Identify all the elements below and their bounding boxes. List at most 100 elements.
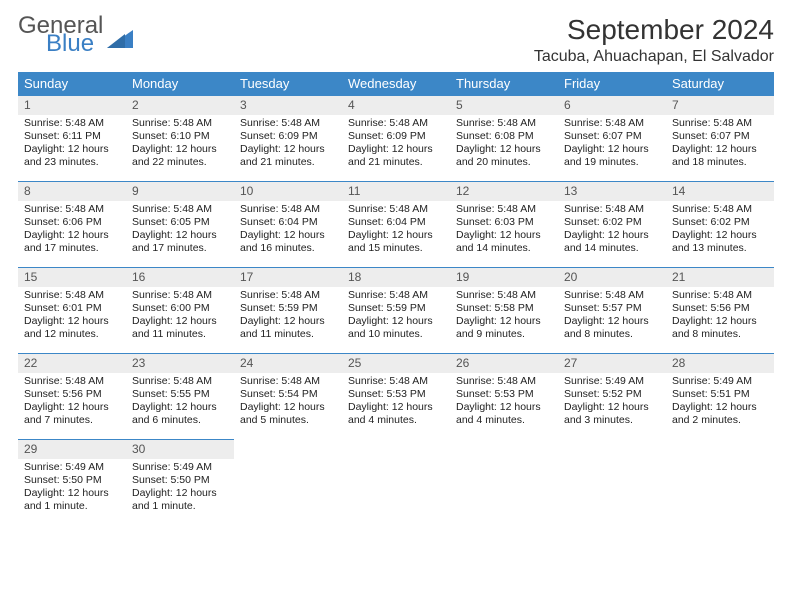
day-header: Monday xyxy=(126,72,234,95)
page-title: September 2024 xyxy=(534,14,774,46)
day-number: 19 xyxy=(450,267,558,287)
day-number: 16 xyxy=(126,267,234,287)
logo-text: General Blue xyxy=(18,14,103,56)
day-number: 4 xyxy=(342,95,450,115)
day-number: 13 xyxy=(558,181,666,201)
day-number: 21 xyxy=(666,267,774,287)
calendar-cell: 9Sunrise: 5:48 AMSunset: 6:05 PMDaylight… xyxy=(126,181,234,267)
sunset-text: Sunset: 5:52 PM xyxy=(564,388,660,401)
daylight-text-1: Daylight: 12 hours xyxy=(132,315,228,328)
daylight-text-2: and 21 minutes. xyxy=(240,156,336,169)
day-body: Sunrise: 5:48 AMSunset: 5:54 PMDaylight:… xyxy=(234,373,342,432)
daylight-text-1: Daylight: 12 hours xyxy=(24,401,120,414)
sunset-text: Sunset: 5:56 PM xyxy=(672,302,768,315)
sunrise-text: Sunrise: 5:48 AM xyxy=(348,375,444,388)
daylight-text-2: and 23 minutes. xyxy=(24,156,120,169)
sunset-text: Sunset: 6:05 PM xyxy=(132,216,228,229)
page-header: General Blue September 2024 Tacuba, Ahua… xyxy=(18,14,774,66)
day-number: 15 xyxy=(18,267,126,287)
sunrise-text: Sunrise: 5:48 AM xyxy=(564,203,660,216)
daylight-text-2: and 8 minutes. xyxy=(564,328,660,341)
day-body: Sunrise: 5:48 AMSunset: 6:01 PMDaylight:… xyxy=(18,287,126,346)
day-body: Sunrise: 5:48 AMSunset: 6:07 PMDaylight:… xyxy=(558,115,666,174)
day-body: Sunrise: 5:48 AMSunset: 6:05 PMDaylight:… xyxy=(126,201,234,260)
daylight-text-2: and 14 minutes. xyxy=(564,242,660,255)
daylight-text-2: and 17 minutes. xyxy=(24,242,120,255)
daylight-text-1: Daylight: 12 hours xyxy=(348,143,444,156)
calendar-row: 15Sunrise: 5:48 AMSunset: 6:01 PMDayligh… xyxy=(18,267,774,353)
calendar-cell: 1Sunrise: 5:48 AMSunset: 6:11 PMDaylight… xyxy=(18,95,126,181)
calendar-cell: 20Sunrise: 5:48 AMSunset: 5:57 PMDayligh… xyxy=(558,267,666,353)
daylight-text-1: Daylight: 12 hours xyxy=(132,229,228,242)
daylight-text-1: Daylight: 12 hours xyxy=(456,229,552,242)
calendar-cell: 12Sunrise: 5:48 AMSunset: 6:03 PMDayligh… xyxy=(450,181,558,267)
sunrise-text: Sunrise: 5:48 AM xyxy=(132,203,228,216)
sunset-text: Sunset: 6:07 PM xyxy=(564,130,660,143)
daylight-text-2: and 1 minute. xyxy=(132,500,228,513)
calendar-cell: 23Sunrise: 5:48 AMSunset: 5:55 PMDayligh… xyxy=(126,353,234,439)
day-body: Sunrise: 5:48 AMSunset: 5:53 PMDaylight:… xyxy=(342,373,450,432)
sunrise-text: Sunrise: 5:48 AM xyxy=(240,117,336,130)
sunrise-text: Sunrise: 5:49 AM xyxy=(672,375,768,388)
sunset-text: Sunset: 6:06 PM xyxy=(24,216,120,229)
sunrise-text: Sunrise: 5:48 AM xyxy=(672,117,768,130)
sunset-text: Sunset: 5:55 PM xyxy=(132,388,228,401)
calendar-cell: . xyxy=(666,439,774,518)
sunset-text: Sunset: 6:04 PM xyxy=(348,216,444,229)
day-number: 2 xyxy=(126,95,234,115)
day-body: Sunrise: 5:48 AMSunset: 6:11 PMDaylight:… xyxy=(18,115,126,174)
day-body: Sunrise: 5:48 AMSunset: 6:04 PMDaylight:… xyxy=(342,201,450,260)
sunrise-text: Sunrise: 5:49 AM xyxy=(564,375,660,388)
calendar-cell: 22Sunrise: 5:48 AMSunset: 5:56 PMDayligh… xyxy=(18,353,126,439)
daylight-text-2: and 22 minutes. xyxy=(132,156,228,169)
daylight-text-1: Daylight: 12 hours xyxy=(564,143,660,156)
daylight-text-2: and 2 minutes. xyxy=(672,414,768,427)
sunrise-text: Sunrise: 5:48 AM xyxy=(132,289,228,302)
day-body: Sunrise: 5:48 AMSunset: 5:57 PMDaylight:… xyxy=(558,287,666,346)
sunrise-text: Sunrise: 5:48 AM xyxy=(240,203,336,216)
logo-word-2: Blue xyxy=(46,32,103,56)
calendar-cell: 24Sunrise: 5:48 AMSunset: 5:54 PMDayligh… xyxy=(234,353,342,439)
sunset-text: Sunset: 5:50 PM xyxy=(24,474,120,487)
sunrise-text: Sunrise: 5:48 AM xyxy=(456,289,552,302)
day-number: 8 xyxy=(18,181,126,201)
day-header: Tuesday xyxy=(234,72,342,95)
daylight-text-1: Daylight: 12 hours xyxy=(240,143,336,156)
daylight-text-2: and 9 minutes. xyxy=(456,328,552,341)
day-number: 3 xyxy=(234,95,342,115)
sunset-text: Sunset: 5:51 PM xyxy=(672,388,768,401)
calendar-row: 8Sunrise: 5:48 AMSunset: 6:06 PMDaylight… xyxy=(18,181,774,267)
day-body: Sunrise: 5:49 AMSunset: 5:50 PMDaylight:… xyxy=(126,459,234,518)
day-header: Wednesday xyxy=(342,72,450,95)
title-block: September 2024 Tacuba, Ahuachapan, El Sa… xyxy=(534,14,774,66)
sunset-text: Sunset: 5:59 PM xyxy=(348,302,444,315)
sunrise-text: Sunrise: 5:48 AM xyxy=(456,203,552,216)
calendar-cell: 15Sunrise: 5:48 AMSunset: 6:01 PMDayligh… xyxy=(18,267,126,353)
logo: General Blue xyxy=(18,14,133,56)
calendar-cell: 19Sunrise: 5:48 AMSunset: 5:58 PMDayligh… xyxy=(450,267,558,353)
day-body: Sunrise: 5:48 AMSunset: 6:09 PMDaylight:… xyxy=(234,115,342,174)
daylight-text-1: Daylight: 12 hours xyxy=(564,229,660,242)
calendar-cell: 11Sunrise: 5:48 AMSunset: 6:04 PMDayligh… xyxy=(342,181,450,267)
day-body: Sunrise: 5:48 AMSunset: 5:58 PMDaylight:… xyxy=(450,287,558,346)
day-number: 27 xyxy=(558,353,666,373)
calendar-cell: . xyxy=(234,439,342,518)
daylight-text-1: Daylight: 12 hours xyxy=(348,315,444,328)
day-header: Thursday xyxy=(450,72,558,95)
sunrise-text: Sunrise: 5:48 AM xyxy=(564,289,660,302)
calendar-cell: 18Sunrise: 5:48 AMSunset: 5:59 PMDayligh… xyxy=(342,267,450,353)
sunrise-text: Sunrise: 5:48 AM xyxy=(24,117,120,130)
sunrise-text: Sunrise: 5:48 AM xyxy=(240,289,336,302)
daylight-text-2: and 14 minutes. xyxy=(456,242,552,255)
daylight-text-1: Daylight: 12 hours xyxy=(132,401,228,414)
calendar-cell: 10Sunrise: 5:48 AMSunset: 6:04 PMDayligh… xyxy=(234,181,342,267)
day-number: 24 xyxy=(234,353,342,373)
daylight-text-2: and 15 minutes. xyxy=(348,242,444,255)
sunrise-text: Sunrise: 5:48 AM xyxy=(456,117,552,130)
daylight-text-1: Daylight: 12 hours xyxy=(132,143,228,156)
day-body: Sunrise: 5:48 AMSunset: 6:06 PMDaylight:… xyxy=(18,201,126,260)
day-body: Sunrise: 5:48 AMSunset: 6:07 PMDaylight:… xyxy=(666,115,774,174)
daylight-text-2: and 1 minute. xyxy=(24,500,120,513)
day-body: Sunrise: 5:49 AMSunset: 5:51 PMDaylight:… xyxy=(666,373,774,432)
daylight-text-2: and 20 minutes. xyxy=(456,156,552,169)
